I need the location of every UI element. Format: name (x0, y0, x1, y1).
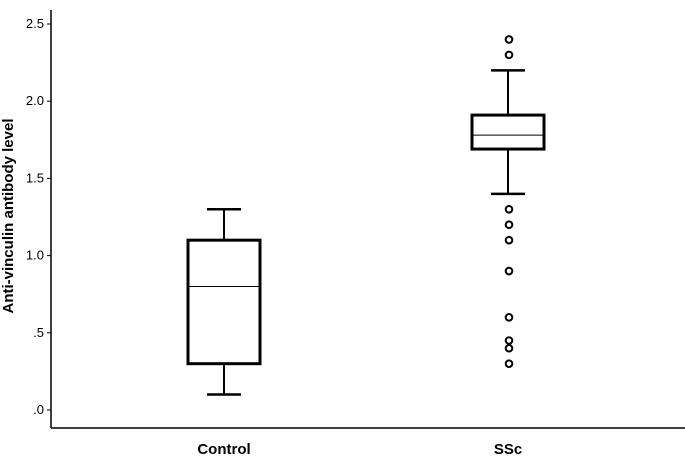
y-tick-label: 2.5 (26, 16, 44, 31)
x-category-label: SSc (494, 441, 522, 457)
outlier-point (504, 220, 514, 230)
boxes (186, 35, 546, 396)
outlier-point (504, 266, 514, 276)
box-group (470, 35, 546, 368)
box-group (186, 208, 262, 396)
y-tick-label: 1.5 (26, 170, 44, 185)
outlier-point (504, 50, 514, 60)
y-tick-label: .5 (33, 325, 44, 340)
outlier-point (504, 313, 514, 322)
x-category-label: Control (197, 441, 250, 457)
x-axis-category-labels: Control SSc (197, 441, 522, 457)
outlier-point (504, 204, 514, 214)
y-tick-label: 1.0 (26, 248, 44, 263)
outlier-point (504, 343, 514, 353)
outlier-point (504, 336, 514, 345)
y-tick-label: 2.0 (26, 93, 44, 108)
y-axis-title: Anti-vinculin antibody level (0, 118, 17, 313)
y-tick-label: .0 (33, 402, 44, 417)
outlier-point (504, 35, 514, 44)
outlier-point (504, 359, 514, 368)
y-axis-ticks: .0 .5 1.0 1.5 2.0 2.5 (26, 16, 51, 417)
outlier-point (504, 235, 514, 245)
iqr-box (186, 238, 262, 366)
iqr-box (470, 113, 546, 151)
